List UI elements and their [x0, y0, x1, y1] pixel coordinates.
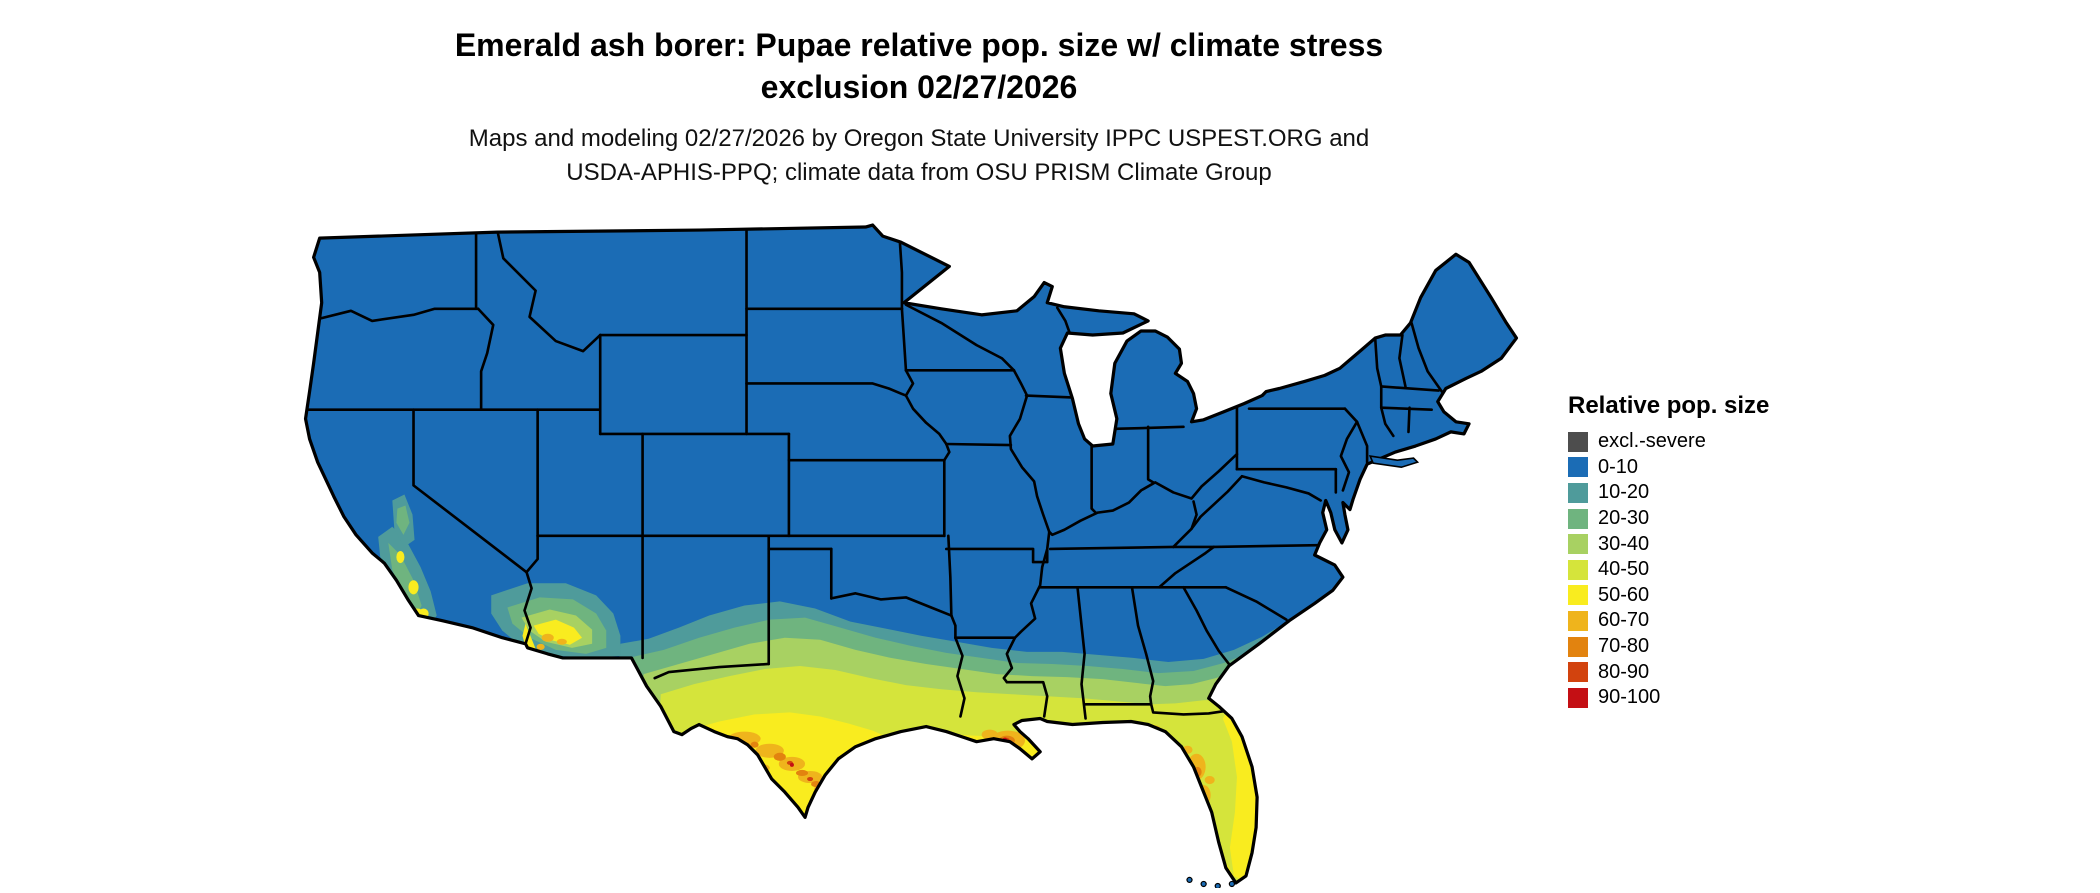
patch-ca-50-60 [396, 550, 405, 564]
legend-swatch [1568, 534, 1588, 555]
legend-item-label: 60-70 [1598, 609, 1650, 632]
legend-item-label: 0-10 [1598, 455, 1639, 478]
legend-item: 0-10 [1568, 455, 1888, 481]
legend-item: 90-100 [1568, 685, 1888, 711]
legend-swatch [1568, 585, 1588, 606]
legend-item: 70-80 [1568, 634, 1888, 660]
legend-swatch [1568, 457, 1588, 478]
legend-item: 50-60 [1568, 583, 1888, 609]
map-container [295, 222, 1527, 890]
map-base-land [305, 225, 1517, 883]
legend-item: excl.-severe [1568, 429, 1888, 455]
legend-item: 20-30 [1568, 506, 1888, 532]
chart-subtitle: Maps and modeling 02/27/2026 by Oregon S… [0, 122, 1838, 190]
legend-item: 60-70 [1568, 608, 1888, 634]
legend-item-label: 20-30 [1598, 507, 1650, 530]
chart-subtitle-line2: USDA-APHIS-PPQ; climate data from OSU PR… [566, 159, 1272, 186]
patch-ca-coast-20-30 [388, 542, 422, 619]
legend-item: 10-20 [1568, 480, 1888, 506]
legend-title: Relative pop. size [1568, 392, 1770, 419]
legend-swatch [1568, 636, 1588, 657]
chart-title-line1: Emerald ash borer: Pupae relative pop. s… [454, 27, 1384, 63]
us-outline [303, 223, 1519, 885]
patch-az-50-60 [533, 619, 583, 645]
legend-item-label: 40-50 [1598, 558, 1650, 581]
legend-swatch [1568, 482, 1588, 503]
legend-item-label: 50-60 [1598, 583, 1650, 606]
legend-swatch [1568, 687, 1588, 708]
florida-keys [1186, 876, 1236, 890]
legend-item-label: 90-100 [1598, 686, 1661, 709]
legend-item: 40-50 [1568, 557, 1888, 583]
legend-swatch [1568, 508, 1588, 529]
chart-subtitle-line1: Maps and modeling 02/27/2026 by Oregon S… [468, 125, 1370, 152]
chart-header: Emerald ash borer: Pupae relative pop. s… [0, 24, 1838, 190]
state-borders [307, 228, 1444, 720]
patch-ca-valley-20-30 [396, 505, 410, 535]
legend-swatch [1568, 610, 1588, 631]
legend-swatch [1568, 431, 1588, 452]
map-legend: Relative pop. size excl.-severe 0-10 10-20… [1568, 392, 1888, 711]
legend-swatch [1568, 662, 1588, 683]
legend-item: 80-90 [1568, 659, 1888, 685]
patch-ca-50-60 [408, 580, 419, 595]
legend-item-label: 70-80 [1598, 635, 1650, 658]
legend-item-label: 80-90 [1598, 660, 1650, 683]
long-island [1368, 455, 1420, 469]
band-50-60-texas [658, 712, 891, 883]
legend-item: 30-40 [1568, 531, 1888, 557]
legend-swatch [1568, 559, 1588, 580]
legend-item-label: 30-40 [1598, 532, 1650, 555]
chart-title-line2: exclusion 02/27/2026 [760, 69, 1078, 105]
legend-item-label: 10-20 [1598, 481, 1650, 504]
us-map [303, 223, 1519, 890]
legend-items: excl.-severe 0-10 10-20 20-30 30-40 40-50 50-6… [1568, 429, 1888, 711]
legend-item-label: excl.-severe [1598, 430, 1706, 453]
